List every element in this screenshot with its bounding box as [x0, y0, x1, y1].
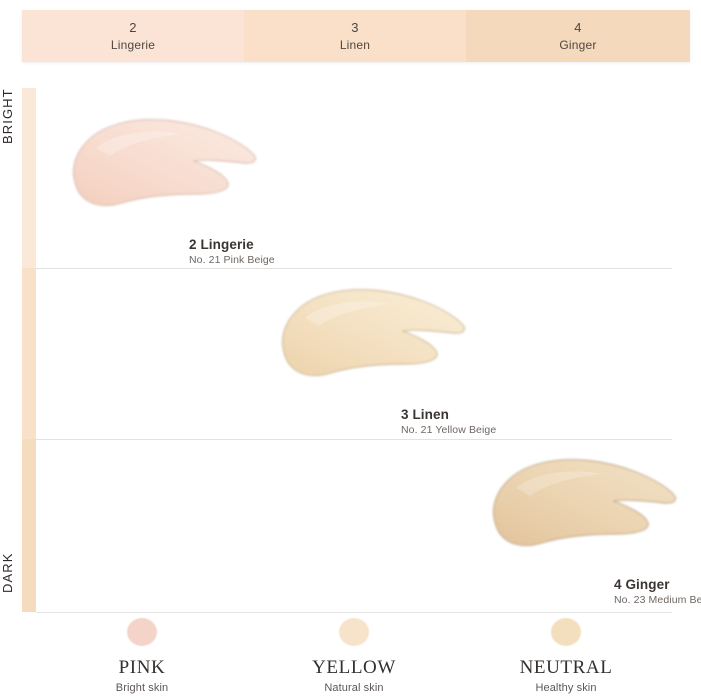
- shade-cell-lingerie[interactable]: 2 Lingerie: [22, 10, 244, 62]
- grid-baseline: [36, 612, 672, 613]
- swatch-caption: 4 Ginger No. 23 Medium Beige: [614, 576, 701, 608]
- legend-title: PINK: [118, 657, 166, 678]
- grid-divider-2: [36, 439, 672, 440]
- legend-item-pink[interactable]: PINK Bright skin: [36, 618, 248, 696]
- swatch-caption: 3 Linen No. 21 Yellow Beige: [401, 406, 496, 438]
- swatch-subtitle: No. 21 Pink Beige: [189, 254, 275, 266]
- legend-title: YELLOW: [312, 657, 396, 678]
- swatch-title: 2 Lingerie: [189, 237, 254, 252]
- foundation-smear-icon: [493, 459, 676, 546]
- legend-subtitle: Healthy skin: [535, 682, 597, 694]
- shade-cell-ginger[interactable]: 4 Ginger: [466, 10, 690, 62]
- swatch-title: 3 Linen: [401, 407, 449, 422]
- legend-dot-icon: [339, 618, 369, 646]
- axis-segment-mid: [22, 268, 36, 439]
- shade-cell-name: Ginger: [559, 37, 597, 52]
- axis-segment-bright: [22, 88, 36, 268]
- shade-bar: 2 Lingerie 3 Linen 4 Ginger: [22, 10, 690, 62]
- shade-cell-number: 2: [129, 19, 137, 35]
- shade-cell-number: 3: [351, 19, 359, 35]
- brightness-axis-bar: [22, 88, 36, 612]
- legend-dot-icon: [551, 618, 581, 646]
- swatch-caption: 2 Lingerie No. 21 Pink Beige: [189, 236, 275, 268]
- legend-subtitle: Natural skin: [324, 682, 384, 694]
- shade-cell-linen[interactable]: 3 Linen: [244, 10, 466, 62]
- foundation-smear-icon: [73, 119, 256, 206]
- undertone-legend: PINK Bright skin YELLOW Natural skin NEU…: [36, 618, 672, 696]
- legend-subtitle: Bright skin: [115, 682, 169, 694]
- legend-title: NEUTRAL: [519, 657, 613, 678]
- shade-cell-name: Lingerie: [110, 37, 156, 52]
- axis-segment-dark: [22, 439, 36, 612]
- shade-cell-name: Linen: [339, 37, 371, 52]
- swatch-subtitle: No. 23 Medium Beige: [614, 594, 701, 606]
- swatch-plot-area: 2 Lingerie No. 21 Pink Beige 3 Linen No.…: [36, 88, 701, 613]
- legend-item-neutral[interactable]: NEUTRAL Healthy skin: [460, 618, 672, 696]
- legend-item-yellow[interactable]: YELLOW Natural skin: [248, 618, 460, 696]
- swatch-subtitle: No. 21 Yellow Beige: [401, 424, 497, 436]
- grid-divider-1: [36, 268, 672, 269]
- foundation-smear-icon: [282, 289, 465, 376]
- legend-dot-icon: [127, 618, 157, 646]
- axis-label-bright: BRIGHT: [0, 88, 15, 144]
- axis-label-dark: DARK: [0, 552, 15, 593]
- shade-cell-number: 4: [574, 19, 582, 35]
- swatch-title: 4 Ginger: [614, 577, 670, 592]
